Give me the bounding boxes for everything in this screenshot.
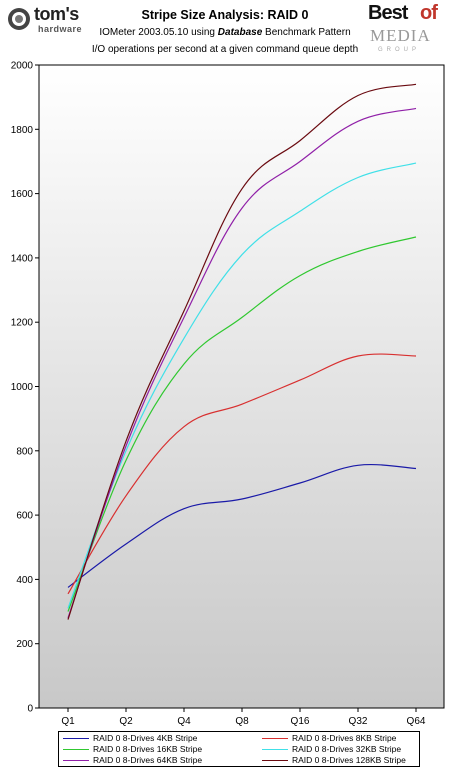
y-tick-label: 1600 bbox=[11, 189, 34, 200]
best-of-media-logo[interactable]: Best of MEDIA GROUP bbox=[368, 2, 446, 62]
legend-swatch bbox=[63, 738, 89, 739]
series-line-3 bbox=[67, 162, 417, 609]
legend-label: RAID 0 8-Drives 128KB Stripe bbox=[292, 755, 406, 765]
legend-label: RAID 0 8-Drives 64KB Stripe bbox=[93, 755, 203, 765]
y-tick-label: 400 bbox=[16, 575, 33, 586]
x-axis: Q1 Q2 Q4 Q8 Q16 Q32 Q64 bbox=[61, 708, 426, 727]
x-tick-label: Q64 bbox=[407, 716, 426, 727]
series-line-5 bbox=[67, 83, 417, 620]
logo-swirl-icon bbox=[8, 8, 30, 30]
logo-left-main: tom's bbox=[34, 4, 79, 24]
y-axis: 0 200 400 600 800 1000 1200 1400 1600 1800 2000 bbox=[11, 61, 39, 715]
series-line-0 bbox=[67, 464, 417, 588]
chart-legend: RAID 0 8-Drives 4KB Stripe RAID 0 8-Drive… bbox=[58, 731, 420, 767]
series-lines bbox=[67, 83, 417, 620]
y-tick-label: 600 bbox=[16, 511, 33, 522]
legend-swatch bbox=[262, 749, 288, 750]
y-tick-label: 800 bbox=[16, 446, 33, 457]
y-tick-label: 0 bbox=[27, 704, 33, 715]
legend-label: RAID 0 8-Drives 32KB Stripe bbox=[292, 744, 402, 754]
x-tick-label: Q2 bbox=[119, 716, 133, 727]
chart-title: Stripe Size Analysis: RAID 0 bbox=[141, 8, 309, 22]
logo-right-best: Best bbox=[368, 2, 408, 24]
y-tick-label: 1400 bbox=[11, 253, 34, 264]
x-tick-label: Q16 bbox=[291, 716, 310, 727]
legend-swatch bbox=[262, 760, 288, 761]
legend-swatch bbox=[262, 738, 288, 739]
chart-subtitle: IOMeter 2003.05.10 using Database Benchm… bbox=[0, 27, 450, 38]
subtitle-prefix: IOMeter 2003.05.10 using bbox=[99, 27, 218, 38]
logo-right-group: GROUP bbox=[378, 47, 421, 53]
legend-swatch bbox=[63, 749, 89, 750]
toms-hardware-logo[interactable]: tom's hardware bbox=[4, 4, 100, 38]
chart-subtitle-2: I/O operations per second at a given com… bbox=[91, 44, 359, 55]
y-tick-label: 1000 bbox=[11, 382, 34, 393]
x-tick-label: Q1 bbox=[61, 716, 75, 727]
subtitle-suffix: Benchmark Pattern bbox=[262, 27, 351, 38]
x-tick-label: Q32 bbox=[349, 716, 368, 727]
legend-label: RAID 0 8-Drives 4KB Stripe bbox=[93, 733, 198, 743]
legend-label: RAID 0 8-Drives 16KB Stripe bbox=[93, 744, 203, 754]
series-line-2 bbox=[67, 236, 417, 612]
legend-swatch bbox=[63, 760, 89, 761]
line-chart: 0 200 400 600 800 1000 1200 1400 1600 1800 2000 Q1… bbox=[11, 61, 445, 727]
subtitle-bold: Database bbox=[217, 27, 263, 38]
logo-right-media: MEDIA bbox=[370, 26, 431, 45]
y-tick-label: 1200 bbox=[11, 318, 34, 329]
logo-left-sub: hardware bbox=[38, 24, 83, 34]
logo-right-of: of bbox=[420, 2, 438, 24]
series-line-4 bbox=[67, 107, 417, 619]
series-line-1 bbox=[67, 353, 417, 595]
plot-area bbox=[38, 64, 445, 709]
y-tick-label: 2000 bbox=[11, 61, 34, 72]
legend-label: RAID 0 8-Drives 8KB Stripe bbox=[292, 733, 397, 743]
y-tick-label: 200 bbox=[16, 639, 33, 650]
x-tick-label: Q8 bbox=[235, 716, 249, 727]
y-tick-label: 1800 bbox=[11, 125, 34, 136]
x-tick-label: Q4 bbox=[177, 716, 191, 727]
chart-header: tom's hardware Stripe Size Analysis: RAI… bbox=[0, 0, 450, 62]
